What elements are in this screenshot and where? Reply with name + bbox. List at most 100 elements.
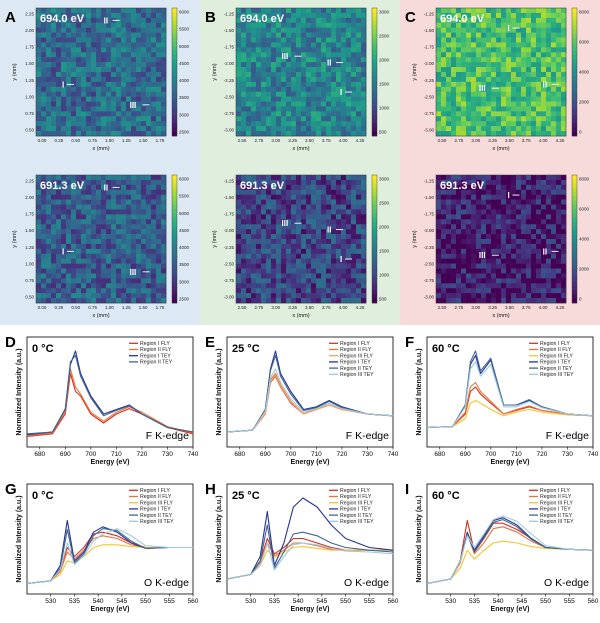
- map-pixel: [161, 184, 167, 191]
- map-pixel: [516, 22, 522, 28]
- map-pixel: [126, 76, 132, 83]
- map-pixel: [356, 189, 362, 195]
- map-pixel: [551, 253, 557, 259]
- map-pixel: [36, 243, 42, 250]
- map-pixel: [451, 57, 457, 63]
- legend-entry: Region II FLY: [340, 347, 372, 353]
- map-pixel: [451, 258, 457, 264]
- map-pixel: [471, 293, 477, 299]
- map-pixel: [441, 81, 447, 88]
- map-pixel: [236, 239, 242, 245]
- map-pixel: [46, 76, 52, 83]
- map-pixel: [346, 258, 352, 264]
- map-pixel: [471, 253, 477, 259]
- map-pixel: [351, 57, 357, 63]
- map-pixel: [551, 91, 557, 97]
- map-pixel: [111, 32, 117, 38]
- map-pixel: [341, 229, 347, 235]
- map-pixel: [266, 72, 272, 78]
- map-pixel: [296, 298, 302, 304]
- map-pixel: [281, 57, 287, 63]
- map-pixel: [71, 199, 77, 205]
- map-pixel: [516, 214, 522, 220]
- map-pixel: [116, 234, 122, 240]
- map-pixel: [496, 37, 502, 43]
- map-pixel: [346, 101, 352, 107]
- y-tick-label: -1.25: [224, 179, 235, 184]
- map-pixel: [101, 32, 107, 38]
- legend-entry: Region III FLY: [140, 500, 173, 506]
- map-pixel: [436, 199, 442, 205]
- map-pixel: [521, 199, 527, 205]
- map-pixel: [121, 219, 127, 225]
- map-pixel: [536, 121, 542, 127]
- map-pixel: [281, 116, 287, 122]
- colorbar-step: [572, 12, 577, 17]
- map-pixel: [501, 184, 507, 191]
- map-pixel: [251, 116, 257, 122]
- map-pixel: [91, 234, 97, 240]
- map-pixel: [161, 62, 167, 68]
- map-pixel: [271, 229, 277, 235]
- map-pixel: [506, 283, 512, 289]
- map-pixel: [96, 57, 102, 63]
- map-pixel: [51, 12, 57, 19]
- map-pixel: [301, 283, 307, 289]
- map-pixel: [266, 253, 272, 259]
- map-pixel: [121, 106, 127, 112]
- map-pixel: [511, 121, 517, 127]
- map-pixel: [356, 22, 362, 28]
- map-pixel: [521, 273, 527, 279]
- map-pixel: [351, 8, 357, 14]
- map-pixel: [146, 101, 152, 107]
- map-pixel: [286, 224, 292, 230]
- map-pixel: [321, 288, 327, 294]
- map-pixel: [241, 184, 247, 191]
- map-pixel: [121, 189, 127, 195]
- map-pixel: [156, 57, 162, 63]
- map-pixel: [276, 248, 282, 255]
- map-pixel: [556, 27, 562, 33]
- map-pixel: [496, 22, 502, 28]
- map-pixel: [516, 248, 522, 255]
- map-pixel: [546, 243, 552, 250]
- map-pixel: [466, 253, 472, 259]
- map-pixel: [96, 179, 102, 186]
- colorbar-tick-label: 4500: [179, 228, 190, 233]
- map-pixel: [291, 42, 297, 48]
- map-pixel: [131, 67, 137, 73]
- colorbar-step: [372, 264, 377, 270]
- map-pixel: [461, 111, 467, 117]
- map-pixel: [471, 298, 477, 304]
- map-pixel: [136, 131, 142, 137]
- map-pixel: [556, 253, 562, 259]
- map-pixel: [436, 17, 442, 24]
- map-pixel: [356, 243, 362, 250]
- map-pixel: [266, 27, 272, 33]
- colorbar-step: [172, 221, 177, 227]
- colorbar-step: [172, 101, 177, 107]
- map-pixel: [266, 239, 272, 245]
- map-pixel: [111, 273, 117, 279]
- colorbar-tick-label: 2500: [379, 201, 390, 206]
- map-pixel: [161, 204, 167, 210]
- map-pixel: [361, 121, 367, 127]
- map-pixel: [296, 126, 302, 132]
- colorbar-step: [372, 196, 377, 201]
- map-pixel: [146, 278, 152, 284]
- map-pixel: [261, 52, 267, 58]
- map-pixel: [311, 278, 317, 284]
- map-pixel: [506, 12, 512, 19]
- map-pixel: [301, 184, 307, 191]
- map-pixel: [51, 283, 57, 289]
- map-pixel: [436, 214, 442, 220]
- map-pixel: [346, 111, 352, 117]
- map-pixel: [41, 283, 47, 289]
- map-pixel: [526, 214, 532, 220]
- map-pixel: [281, 224, 287, 230]
- y-tick-label: 0.50: [25, 128, 34, 133]
- map-pixel: [51, 32, 57, 38]
- map-pixel: [291, 224, 297, 230]
- map-pixel: [481, 57, 487, 63]
- map-pixel: [116, 258, 122, 264]
